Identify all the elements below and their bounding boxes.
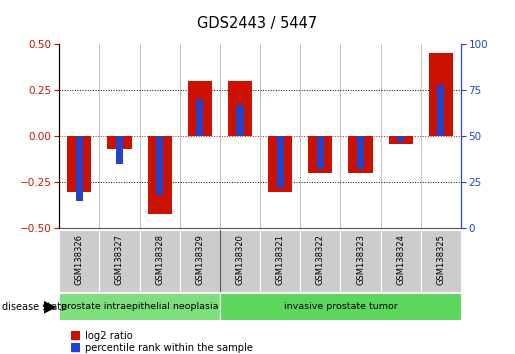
Text: GDS2443 / 5447: GDS2443 / 5447 (197, 16, 318, 31)
Bar (389, 136, 413, 144)
Bar (108, 136, 131, 149)
Text: GSM138324: GSM138324 (396, 234, 405, 285)
Bar (397, 136, 404, 142)
Text: prostate intraepithelial neoplasia: prostate intraepithelial neoplasia (61, 302, 218, 311)
Bar (140, 230, 180, 292)
Text: disease state: disease state (2, 302, 67, 312)
Bar (421, 230, 461, 292)
Bar (357, 136, 364, 170)
Bar (59, 293, 220, 320)
Text: GSM138320: GSM138320 (235, 234, 245, 285)
Bar (220, 293, 461, 320)
Text: log2 ratio: log2 ratio (85, 331, 133, 341)
Text: GSM138329: GSM138329 (195, 234, 204, 285)
Polygon shape (44, 302, 55, 313)
Bar (228, 81, 252, 136)
Text: GSM138325: GSM138325 (436, 234, 445, 285)
Bar (308, 136, 332, 173)
Bar (381, 230, 421, 292)
Text: GSM138326: GSM138326 (75, 234, 84, 285)
Text: GSM138323: GSM138323 (356, 234, 365, 285)
Bar (437, 85, 444, 136)
Bar (99, 230, 140, 292)
Bar (148, 136, 171, 213)
Text: ■: ■ (70, 341, 81, 354)
Bar (180, 230, 220, 292)
Bar (188, 81, 212, 136)
Bar (156, 136, 163, 195)
Bar (236, 105, 244, 136)
Text: ■: ■ (70, 329, 81, 342)
Bar (340, 230, 381, 292)
Text: percentile rank within the sample: percentile rank within the sample (85, 343, 253, 353)
Bar (317, 136, 324, 170)
Bar (220, 230, 260, 292)
Bar (59, 230, 99, 292)
Text: GSM138327: GSM138327 (115, 234, 124, 285)
Bar (268, 136, 292, 192)
Text: GSM138321: GSM138321 (276, 234, 285, 285)
Bar (116, 136, 123, 164)
Bar (429, 53, 453, 136)
Bar (277, 136, 284, 188)
Bar (76, 136, 83, 201)
Bar (300, 230, 340, 292)
Bar (67, 136, 91, 192)
Bar (349, 136, 372, 173)
Bar (196, 99, 203, 136)
Bar (260, 230, 300, 292)
Text: invasive prostate tumor: invasive prostate tumor (284, 302, 397, 311)
Text: GSM138322: GSM138322 (316, 234, 325, 285)
Text: GSM138328: GSM138328 (155, 234, 164, 285)
